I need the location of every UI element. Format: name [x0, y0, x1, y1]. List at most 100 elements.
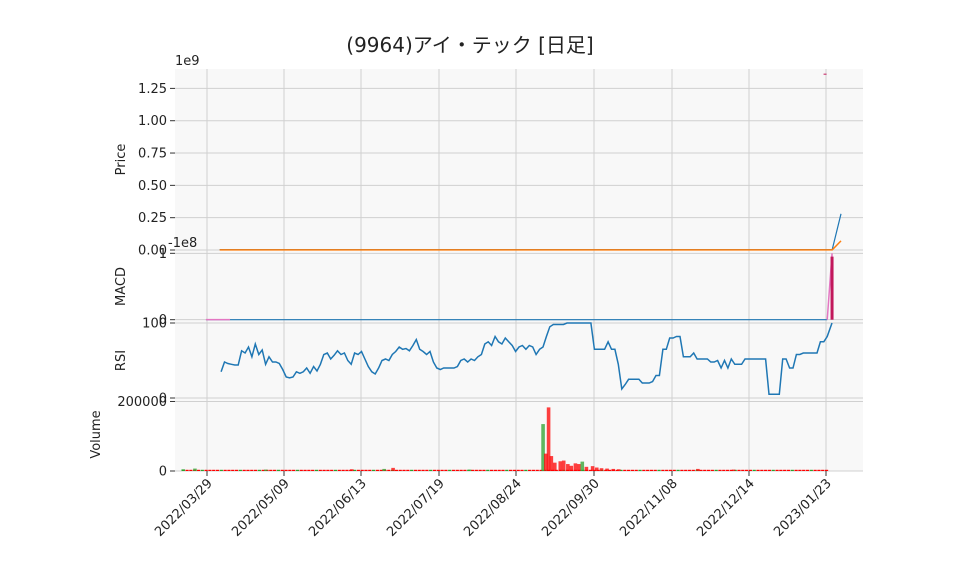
volume-bar-base — [699, 469, 703, 471]
volume-bar — [696, 468, 700, 471]
volume-bar-base — [330, 469, 334, 471]
volume-bar-base — [410, 469, 414, 471]
volume-bar-base — [413, 469, 418, 471]
volume-bar-base — [333, 469, 338, 471]
volume-bar-base — [417, 469, 421, 471]
moving_average-line — [219, 240, 842, 251]
volume-bar-base — [295, 469, 300, 471]
volume-bar-base — [786, 469, 791, 471]
volume-bar-base — [231, 469, 235, 471]
volume-ytick-label-1: 0 — [159, 465, 167, 480]
volume-bar-base — [805, 469, 810, 471]
volume-bar-base — [588, 469, 593, 471]
volume-bar — [605, 468, 609, 471]
volume-bar-base — [288, 469, 292, 471]
volume-bar — [573, 463, 578, 471]
volume-bar-base — [627, 469, 631, 471]
volume-bar-base — [421, 469, 425, 471]
volume-bar-base — [706, 469, 711, 471]
volume-bar-base — [223, 469, 227, 471]
volume-bar-base — [638, 469, 642, 471]
volume-bar-base — [444, 469, 448, 471]
volume-bar-base — [451, 469, 456, 471]
volume-bar-base — [687, 469, 692, 471]
price-ytick-label-0: 0.00 — [138, 244, 167, 259]
volume-bar-base — [276, 469, 281, 471]
price-ytick-label-3: 0.75 — [138, 147, 167, 162]
volume-bar-base — [398, 469, 402, 471]
volume-bar-base — [817, 469, 821, 471]
volume-bar-base — [764, 469, 768, 471]
volume-bar-base — [280, 469, 284, 471]
volume-bar — [181, 469, 186, 471]
volume-bar-base — [185, 469, 189, 471]
volume-bar-base — [725, 469, 730, 471]
volume-bar — [599, 468, 604, 471]
price-ytick-label-1: 0.25 — [138, 211, 167, 226]
volume-bar — [552, 462, 557, 471]
volume-bar-base — [326, 469, 330, 471]
volume-bar — [264, 469, 268, 471]
volume-bar-base — [459, 469, 463, 471]
volume-bar-base — [219, 469, 223, 471]
volume-bar-base — [775, 469, 779, 471]
volume-bar — [350, 469, 354, 471]
volume-bar — [549, 456, 554, 471]
volume-bar-base — [748, 469, 753, 471]
volume-bar-base — [531, 469, 536, 471]
volume-bar-base — [387, 469, 391, 471]
volume-bar-base — [227, 469, 231, 471]
macd-panel: 1 0 MACD -1e8 — [114, 236, 863, 328]
volume-bar-base — [486, 469, 490, 471]
rsi-ytick-label-1: 0 — [159, 392, 167, 407]
volume-bar-base — [337, 469, 341, 471]
volume-bar — [580, 461, 585, 471]
volume-bar-base — [425, 469, 429, 471]
volume-bar-base — [520, 469, 524, 471]
x-tick-label-3: 2022/07/19 — [384, 476, 448, 540]
volume-bar-base — [273, 469, 277, 471]
volume-bar-base — [790, 469, 794, 471]
volume-bar-base — [311, 469, 315, 471]
price-ytick-label-4: 1.00 — [138, 114, 167, 129]
volume-bar — [566, 464, 570, 471]
volume-bar — [391, 467, 395, 471]
volume-bar-base — [440, 469, 444, 471]
volume-bar-base — [516, 469, 520, 471]
volume-bar-base — [375, 469, 379, 471]
volume-bar — [569, 465, 574, 471]
volume-bar-base — [368, 469, 372, 471]
volume-bar-base — [668, 469, 673, 471]
volume-bar-base — [257, 469, 261, 471]
volume-bar-base — [607, 469, 612, 471]
volume-bar-base — [623, 469, 627, 471]
volume-bar-base — [745, 469, 749, 471]
volume-bar-base — [798, 469, 802, 471]
volume-bar-base — [619, 469, 623, 471]
volume-bar-base — [794, 469, 798, 471]
volume-bar-base — [642, 469, 646, 471]
volume-bar-base — [394, 469, 399, 471]
volume-bar-base — [821, 469, 825, 471]
volume-bar-base — [813, 469, 817, 471]
x-tick-label-7: 2022/12/14 — [694, 476, 758, 540]
volume-bar-base — [212, 469, 216, 471]
macd-ytick-label-1: 0 — [159, 313, 167, 328]
x-tick-label-2: 2022/06/13 — [306, 476, 370, 540]
volume-bar-base — [760, 469, 764, 471]
price-panel: 0.00 0.25 0.50 0.75 1.00 1.25 Price 1e9 — [114, 54, 863, 259]
volume-bar-base — [478, 469, 482, 471]
volume-bar-base — [691, 469, 695, 471]
volume-bar-base — [756, 469, 760, 471]
price-offset-label: 1e9 — [175, 54, 200, 69]
x-tick-label-6: 2022/11/08 — [617, 476, 681, 540]
price-ytick-label-5: 1.25 — [138, 82, 167, 97]
macd-panel-bg — [175, 250, 863, 323]
x-tick-label-4: 2022/08/24 — [461, 476, 525, 540]
volume-bar-base — [509, 469, 513, 471]
volume-bar-base — [714, 469, 718, 471]
volume-bar-base — [653, 469, 657, 471]
volume-bar-base — [196, 469, 201, 471]
volume-bar-base — [729, 469, 733, 471]
